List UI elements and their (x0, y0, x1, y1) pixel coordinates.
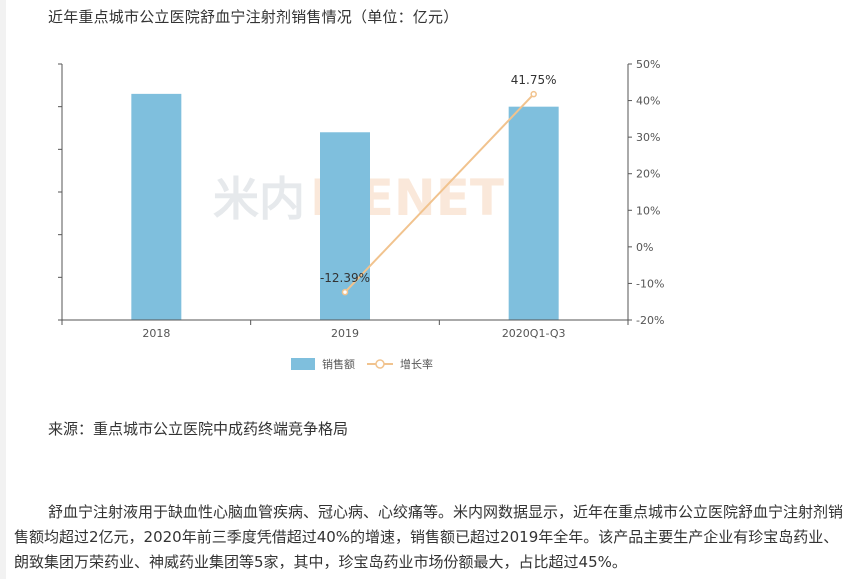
x-tick-label: 2018 (142, 327, 170, 340)
legend-line-label: 增长率 (400, 357, 433, 371)
y-right-tick-label: 30% (636, 131, 660, 144)
x-tick-label: 2020Q1-Q3 (502, 327, 566, 340)
bar-2019 (320, 132, 370, 320)
legend-bar-label: 销售额 (322, 357, 355, 371)
y-right-tick-label: 10% (636, 204, 660, 217)
x-tick-label: 2019 (331, 327, 359, 340)
bar-2020Q1-Q3 (508, 106, 559, 321)
left-border (0, 0, 6, 579)
growth-point (341, 288, 349, 296)
y-right-tick-label: 40% (636, 95, 660, 108)
growth-point (530, 90, 537, 98)
y-right-tick-label: -20% (636, 314, 664, 327)
y-right-tick-label: -10% (636, 277, 664, 290)
y-right-tick-label: 20% (636, 168, 660, 181)
source-note: 来源：重点城市公立医院中成药终端竞争格局 (48, 420, 349, 438)
growth-data-label: 41.75% (511, 73, 557, 87)
legend-line-marker (375, 359, 385, 369)
chart-title: 近年重点城市公立医院舒血宁注射剂销售情况（单位：亿元） (48, 8, 459, 26)
body-paragraph: 舒血宁注射液用于缺血性心脑血管疾病、冠心病、心绞痛等。米内网数据显示，近年在重点… (14, 503, 844, 571)
chart-svg: 米内 MENET 50%40%30%20%10%0%-10%-20%2018 20… (58, 58, 664, 371)
chart: 米内 MENET 50% 40% 30% 20% 10% 0% -10% -20% 2018 20… (0, 40, 858, 390)
growth-data-label: -12.39% (320, 271, 370, 285)
bar-2018 (131, 93, 182, 320)
y-right-tick-label: 50% (636, 58, 660, 71)
y-right-tick-label: 0% (636, 241, 653, 254)
legend-bar-swatch (291, 358, 315, 370)
svg-text:米内: 米内 (213, 172, 305, 226)
growth-line (344, 93, 535, 293)
